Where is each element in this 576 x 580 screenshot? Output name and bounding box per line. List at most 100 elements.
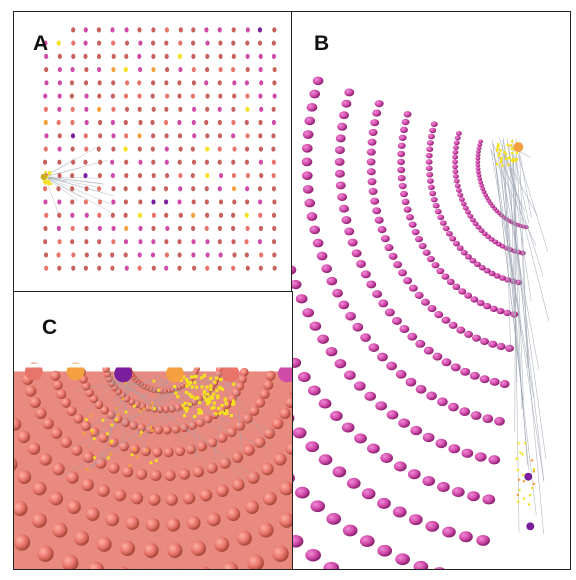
node <box>398 134 407 141</box>
node <box>221 561 239 569</box>
node <box>216 406 221 411</box>
node <box>427 133 435 140</box>
node <box>191 119 196 126</box>
node <box>56 252 61 258</box>
edge <box>119 374 225 482</box>
node <box>66 500 81 515</box>
node <box>164 53 169 59</box>
node <box>431 262 440 269</box>
node <box>177 252 182 258</box>
node <box>137 172 143 179</box>
node <box>123 252 128 258</box>
node <box>205 67 210 73</box>
node <box>341 422 355 433</box>
node <box>165 225 170 232</box>
node <box>225 409 229 413</box>
node <box>501 164 504 167</box>
node <box>177 80 182 86</box>
node <box>523 442 527 445</box>
node <box>86 467 89 471</box>
node <box>334 157 345 166</box>
node <box>145 517 160 532</box>
node <box>132 404 136 408</box>
node <box>70 106 75 112</box>
node <box>522 497 525 500</box>
node <box>17 470 32 485</box>
node <box>81 381 91 391</box>
node <box>70 199 75 205</box>
node <box>177 133 183 139</box>
node <box>218 212 224 218</box>
node <box>124 381 127 385</box>
edge <box>106 369 149 455</box>
node <box>89 394 99 404</box>
node <box>123 212 128 218</box>
node <box>150 429 154 432</box>
node <box>334 146 345 155</box>
node <box>106 456 110 460</box>
node <box>219 172 224 179</box>
node <box>177 53 182 59</box>
node <box>151 265 156 271</box>
node <box>96 27 101 33</box>
node <box>174 391 178 395</box>
node <box>415 384 427 394</box>
node <box>81 478 94 492</box>
node <box>182 491 196 505</box>
node <box>335 181 346 190</box>
node <box>165 67 170 73</box>
node <box>231 186 237 192</box>
node <box>516 469 519 472</box>
node <box>422 249 431 256</box>
node <box>483 193 488 197</box>
node <box>257 239 263 245</box>
node <box>205 106 210 112</box>
node <box>436 267 445 275</box>
node <box>401 118 410 126</box>
node <box>84 252 89 258</box>
node <box>464 292 473 299</box>
node <box>215 376 219 380</box>
node <box>56 388 67 400</box>
node <box>138 67 143 73</box>
node <box>533 482 536 485</box>
node <box>459 407 471 416</box>
node <box>301 157 313 167</box>
node <box>190 540 207 556</box>
node <box>164 199 169 205</box>
node <box>191 67 196 73</box>
hub-node <box>524 472 533 481</box>
node <box>110 440 114 443</box>
node <box>96 146 101 152</box>
node <box>145 448 149 452</box>
node <box>96 536 112 552</box>
node <box>231 172 237 179</box>
node <box>224 402 228 406</box>
node <box>344 88 355 97</box>
node <box>95 457 107 469</box>
node <box>217 239 222 245</box>
node <box>111 40 116 46</box>
edge <box>514 155 530 224</box>
edge <box>148 371 219 418</box>
node <box>272 545 289 562</box>
node <box>500 156 503 160</box>
node <box>448 321 458 329</box>
node <box>218 67 223 73</box>
node <box>83 80 89 86</box>
node <box>532 470 536 473</box>
node <box>214 412 218 416</box>
node <box>516 493 519 497</box>
node <box>452 149 459 155</box>
node <box>98 159 103 165</box>
node <box>425 165 433 172</box>
node <box>52 522 68 538</box>
node <box>174 446 186 457</box>
node <box>151 67 156 73</box>
node <box>121 466 134 478</box>
node <box>206 512 221 527</box>
node <box>464 253 472 260</box>
node <box>43 239 48 245</box>
node <box>507 163 510 166</box>
node <box>305 441 320 453</box>
